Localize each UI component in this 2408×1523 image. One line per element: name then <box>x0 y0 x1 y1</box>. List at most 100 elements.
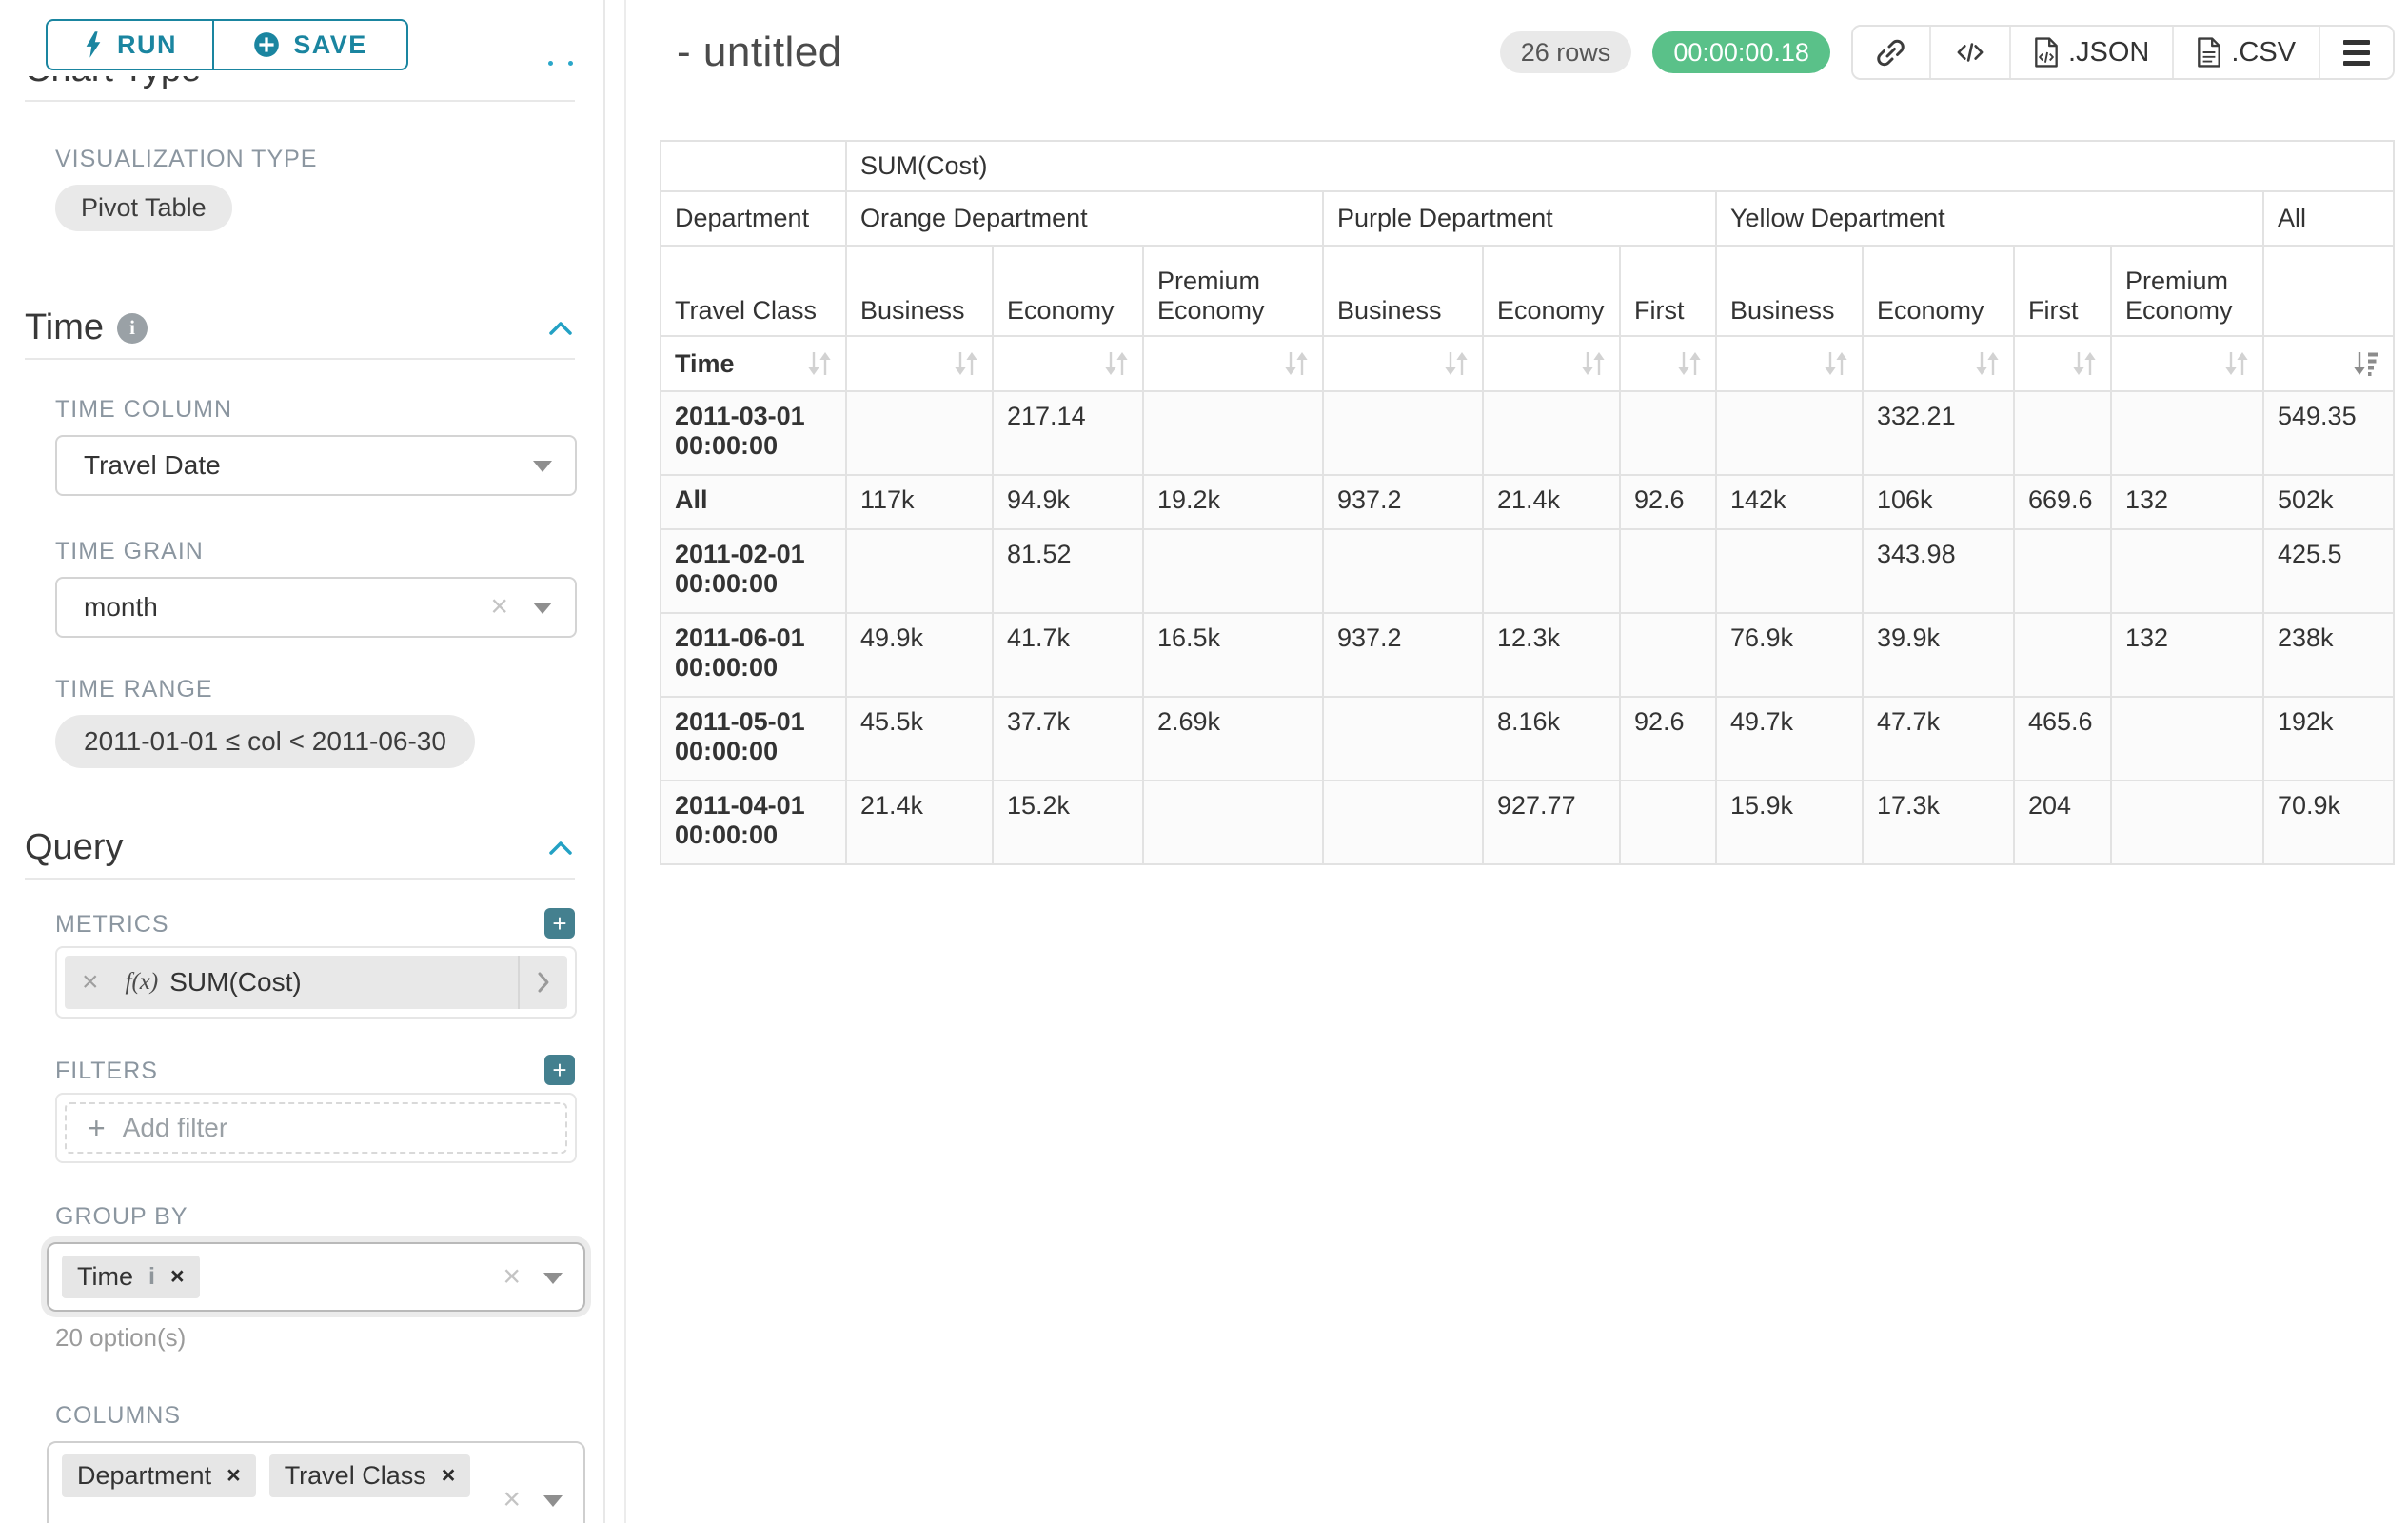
pivot-cell <box>1619 780 1717 865</box>
viz-type-pill[interactable]: Pivot Table <box>55 185 232 231</box>
time-range-pill[interactable]: 2011-01-01 ≤ col < 2011-06-30 <box>55 715 475 768</box>
sort-icon[interactable] <box>2072 350 2097 377</box>
sort-icon[interactable] <box>1581 350 1606 377</box>
fx-icon: f(x) <box>125 969 159 995</box>
chart-area: - untitled 26 rows 00:00:00.18 <box>626 0 2408 1523</box>
columns-select[interactable]: Department × Travel Class × × <box>47 1441 585 1523</box>
add-filter-plus-button[interactable]: + <box>544 1055 575 1085</box>
expand-metric-button[interactable] <box>518 956 567 1009</box>
pivot-sort-header[interactable] <box>1322 335 1484 392</box>
pivot-col-group-header: Orange Department <box>845 190 1324 247</box>
remove-metric-icon[interactable]: × <box>82 966 99 998</box>
table-row: 2011-02-01 00:00:00 81.52 343.98 425.5 <box>660 528 2396 614</box>
divider <box>25 358 575 360</box>
time-grain-label: TIME GRAIN <box>55 538 204 564</box>
add-metric-button[interactable]: + <box>544 908 575 939</box>
pivot-cell: 937.2 <box>1322 474 1484 530</box>
remove-chip-icon[interactable]: × <box>441 1462 456 1489</box>
info-icon[interactable]: i <box>117 312 148 344</box>
pivot-sort-header[interactable] <box>2013 335 2112 392</box>
pivot-cell: 21.4k <box>1482 474 1621 530</box>
pivot-cell: 106k <box>1862 474 2015 530</box>
sort-icon[interactable] <box>1444 350 1469 377</box>
panel-resize-gutter[interactable] <box>605 0 626 1523</box>
sort-icon[interactable] <box>1975 350 2000 377</box>
time-grain-select[interactable]: month × <box>55 577 577 638</box>
metric-chip[interactable]: × f(x) SUM(Cost) <box>65 956 567 1009</box>
sort-desc-icon[interactable] <box>2353 350 2379 377</box>
pivot-sort-header[interactable] <box>992 335 1144 392</box>
clear-icon[interactable]: × <box>503 1258 521 1294</box>
pivot-col-header: First <box>2013 245 2112 337</box>
chevron-right-icon <box>538 972 549 993</box>
pivot-col-header: Economy <box>1482 245 1621 337</box>
groupby-options-hint: 20 option(s) <box>55 1323 187 1352</box>
pivot-sort-header[interactable] <box>1619 335 1717 392</box>
chevron-down-icon[interactable] <box>533 461 552 472</box>
chevron-up-icon[interactable] <box>546 840 575 856</box>
sort-icon[interactable] <box>954 350 978 377</box>
time-range-label: TIME RANGE <box>55 676 213 702</box>
pivot-sort-header[interactable] <box>2261 335 2396 392</box>
pivot-cell: 217.14 <box>992 390 1144 476</box>
share-link-button[interactable] <box>1852 27 1931 78</box>
pivot-cell <box>1715 390 1864 476</box>
info-icon[interactable]: i <box>148 1263 155 1290</box>
time-column-select[interactable]: Travel Date <box>55 435 577 496</box>
table-row: 2011-06-01 00:00:00 49.9k 41.7k 16.5k 937.2 1… <box>660 612 2396 698</box>
pivot-sort-header[interactable] <box>1715 335 1864 392</box>
pivot-metric-header: SUM(Cost) <box>844 140 2396 192</box>
sort-icon[interactable] <box>1284 350 1309 377</box>
groupby-select[interactable]: Time i × × <box>47 1242 585 1312</box>
add-filter-button[interactable]: + Add filter <box>65 1102 567 1154</box>
remove-chip-icon[interactable]: × <box>169 1263 185 1290</box>
remove-chip-icon[interactable]: × <box>227 1462 241 1489</box>
sort-icon[interactable] <box>1677 350 1702 377</box>
run-button[interactable]: RUN <box>46 19 213 70</box>
pivot-sort-header[interactable] <box>1142 335 1324 392</box>
pivot-cell <box>1322 780 1484 865</box>
chevron-down-icon[interactable] <box>543 1272 563 1284</box>
sort-icon[interactable] <box>2224 350 2249 377</box>
pivot-col-group-header: Yellow Department <box>1715 190 2264 247</box>
pivot-cell <box>1322 390 1484 476</box>
pivot-col-header: Economy <box>1862 245 2015 337</box>
chevron-up-icon[interactable] <box>546 320 575 336</box>
query-section-header: Query <box>25 827 575 868</box>
clear-icon[interactable]: × <box>490 588 508 623</box>
table-row: All 117k 94.9k 19.2k 937.2 21.4k 92.6 142k 106k 6… <box>660 474 2396 530</box>
pivot-row-header: 2011-04-01 00:00:00 <box>660 780 847 865</box>
chevron-down-icon[interactable] <box>543 1495 563 1507</box>
sort-icon[interactable] <box>1104 350 1129 377</box>
pivot-sort-header[interactable]: Time <box>660 335 847 392</box>
pivot-row-header: 2011-02-01 00:00:00 <box>660 528 847 614</box>
pivot-cell: 332.21 <box>1862 390 2015 476</box>
resize-handle-dots[interactable] <box>548 61 573 66</box>
pivot-col-header: Premium Economy <box>1142 245 1324 337</box>
export-csv-button[interactable]: .CSV <box>2174 27 2321 78</box>
pivot-col-header: Economy <box>992 245 1144 337</box>
export-json-button[interactable]: .JSON <box>2010 27 2175 78</box>
pivot-sort-header[interactable] <box>1862 335 2015 392</box>
columns-chip-department[interactable]: Department × <box>62 1454 256 1497</box>
pivot-corner-cell <box>660 140 847 192</box>
save-button[interactable]: SAVE <box>213 19 408 70</box>
pivot-sort-header[interactable] <box>2110 335 2264 392</box>
pivot-col-group-header: All <box>2261 190 2396 247</box>
pivot-cell: 669.6 <box>2013 474 2112 530</box>
pivot-sort-header[interactable] <box>845 335 994 392</box>
pivot-col-group-header: Purple Department <box>1322 190 1717 247</box>
chevron-down-icon[interactable] <box>533 603 552 614</box>
csv-label: .CSV <box>2231 36 2297 68</box>
query-timer-badge: 00:00:00.18 <box>1652 31 1830 73</box>
menu-button[interactable] <box>2320 27 2394 78</box>
columns-chip-travel-class[interactable]: Travel Class × <box>268 1454 471 1497</box>
view-query-button[interactable] <box>1930 27 2011 78</box>
sort-icon[interactable] <box>807 350 832 377</box>
sort-icon[interactable] <box>1824 350 1848 377</box>
clear-icon[interactable]: × <box>503 1481 521 1516</box>
pivot-sort-header[interactable] <box>1482 335 1621 392</box>
export-toolbar: .JSON .CSV <box>1850 25 2396 80</box>
pivot-cell: 425.5 <box>2261 528 2396 614</box>
groupby-chip-time[interactable]: Time i × <box>62 1256 200 1298</box>
